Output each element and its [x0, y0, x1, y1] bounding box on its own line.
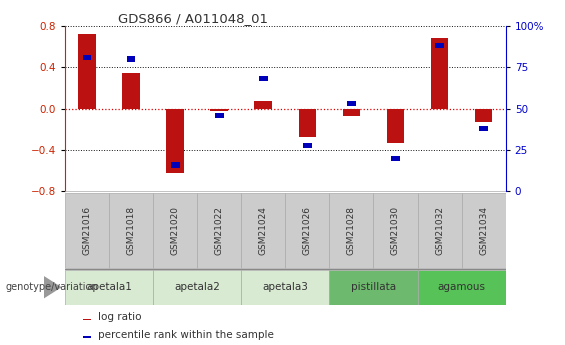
Bar	[298, 109, 316, 137]
Bar	[329, 193, 373, 268]
Bar	[109, 193, 153, 268]
Bar	[241, 193, 285, 268]
Text: GSM21018: GSM21018	[127, 206, 136, 255]
Text: apetala3: apetala3	[262, 282, 308, 292]
Bar	[166, 109, 184, 173]
Bar	[373, 193, 418, 268]
Polygon shape	[44, 276, 62, 299]
Bar	[171, 162, 180, 168]
Text: GSM21026: GSM21026	[303, 206, 312, 255]
Text: apetala1: apetala1	[86, 282, 132, 292]
Bar	[127, 56, 136, 61]
Bar	[210, 109, 228, 111]
Bar	[78, 34, 96, 109]
Text: pistillata: pistillata	[351, 282, 396, 292]
Bar	[82, 55, 92, 60]
Text: log ratio: log ratio	[98, 312, 141, 322]
Bar	[431, 38, 449, 109]
Bar	[65, 193, 109, 268]
Bar	[386, 109, 405, 143]
Text: GSM21022: GSM21022	[215, 206, 224, 255]
Text: GSM21030: GSM21030	[391, 206, 400, 255]
Text: GSM21028: GSM21028	[347, 206, 356, 255]
Text: agamous: agamous	[438, 282, 485, 292]
Bar	[475, 109, 493, 122]
Bar	[259, 76, 268, 81]
Bar	[215, 113, 224, 118]
Bar	[122, 73, 140, 109]
Text: GSM21020: GSM21020	[171, 206, 180, 255]
Bar	[391, 156, 400, 161]
Text: GSM21034: GSM21034	[479, 206, 488, 255]
Bar	[197, 193, 241, 268]
Bar	[285, 193, 329, 268]
Bar	[65, 270, 153, 305]
Bar	[342, 109, 360, 116]
Text: genotype/variation: genotype/variation	[6, 282, 98, 292]
Text: apetala2: apetala2	[174, 282, 220, 292]
Bar	[462, 193, 506, 268]
Text: GDS866 / A011048_01: GDS866 / A011048_01	[118, 12, 268, 25]
Bar	[82, 336, 92, 338]
Text: GSM21032: GSM21032	[435, 206, 444, 255]
Bar	[82, 319, 92, 321]
Bar	[347, 101, 356, 106]
Bar	[254, 101, 272, 109]
Text: GSM21024: GSM21024	[259, 206, 268, 255]
Bar	[153, 193, 197, 268]
Bar	[418, 193, 462, 268]
Bar	[303, 142, 312, 148]
Bar	[329, 270, 418, 305]
Bar	[418, 270, 506, 305]
Text: percentile rank within the sample: percentile rank within the sample	[98, 330, 274, 340]
Bar	[435, 43, 444, 48]
Bar	[153, 270, 241, 305]
Text: GSM21016: GSM21016	[82, 206, 92, 255]
Bar	[241, 270, 329, 305]
Bar	[479, 126, 488, 131]
